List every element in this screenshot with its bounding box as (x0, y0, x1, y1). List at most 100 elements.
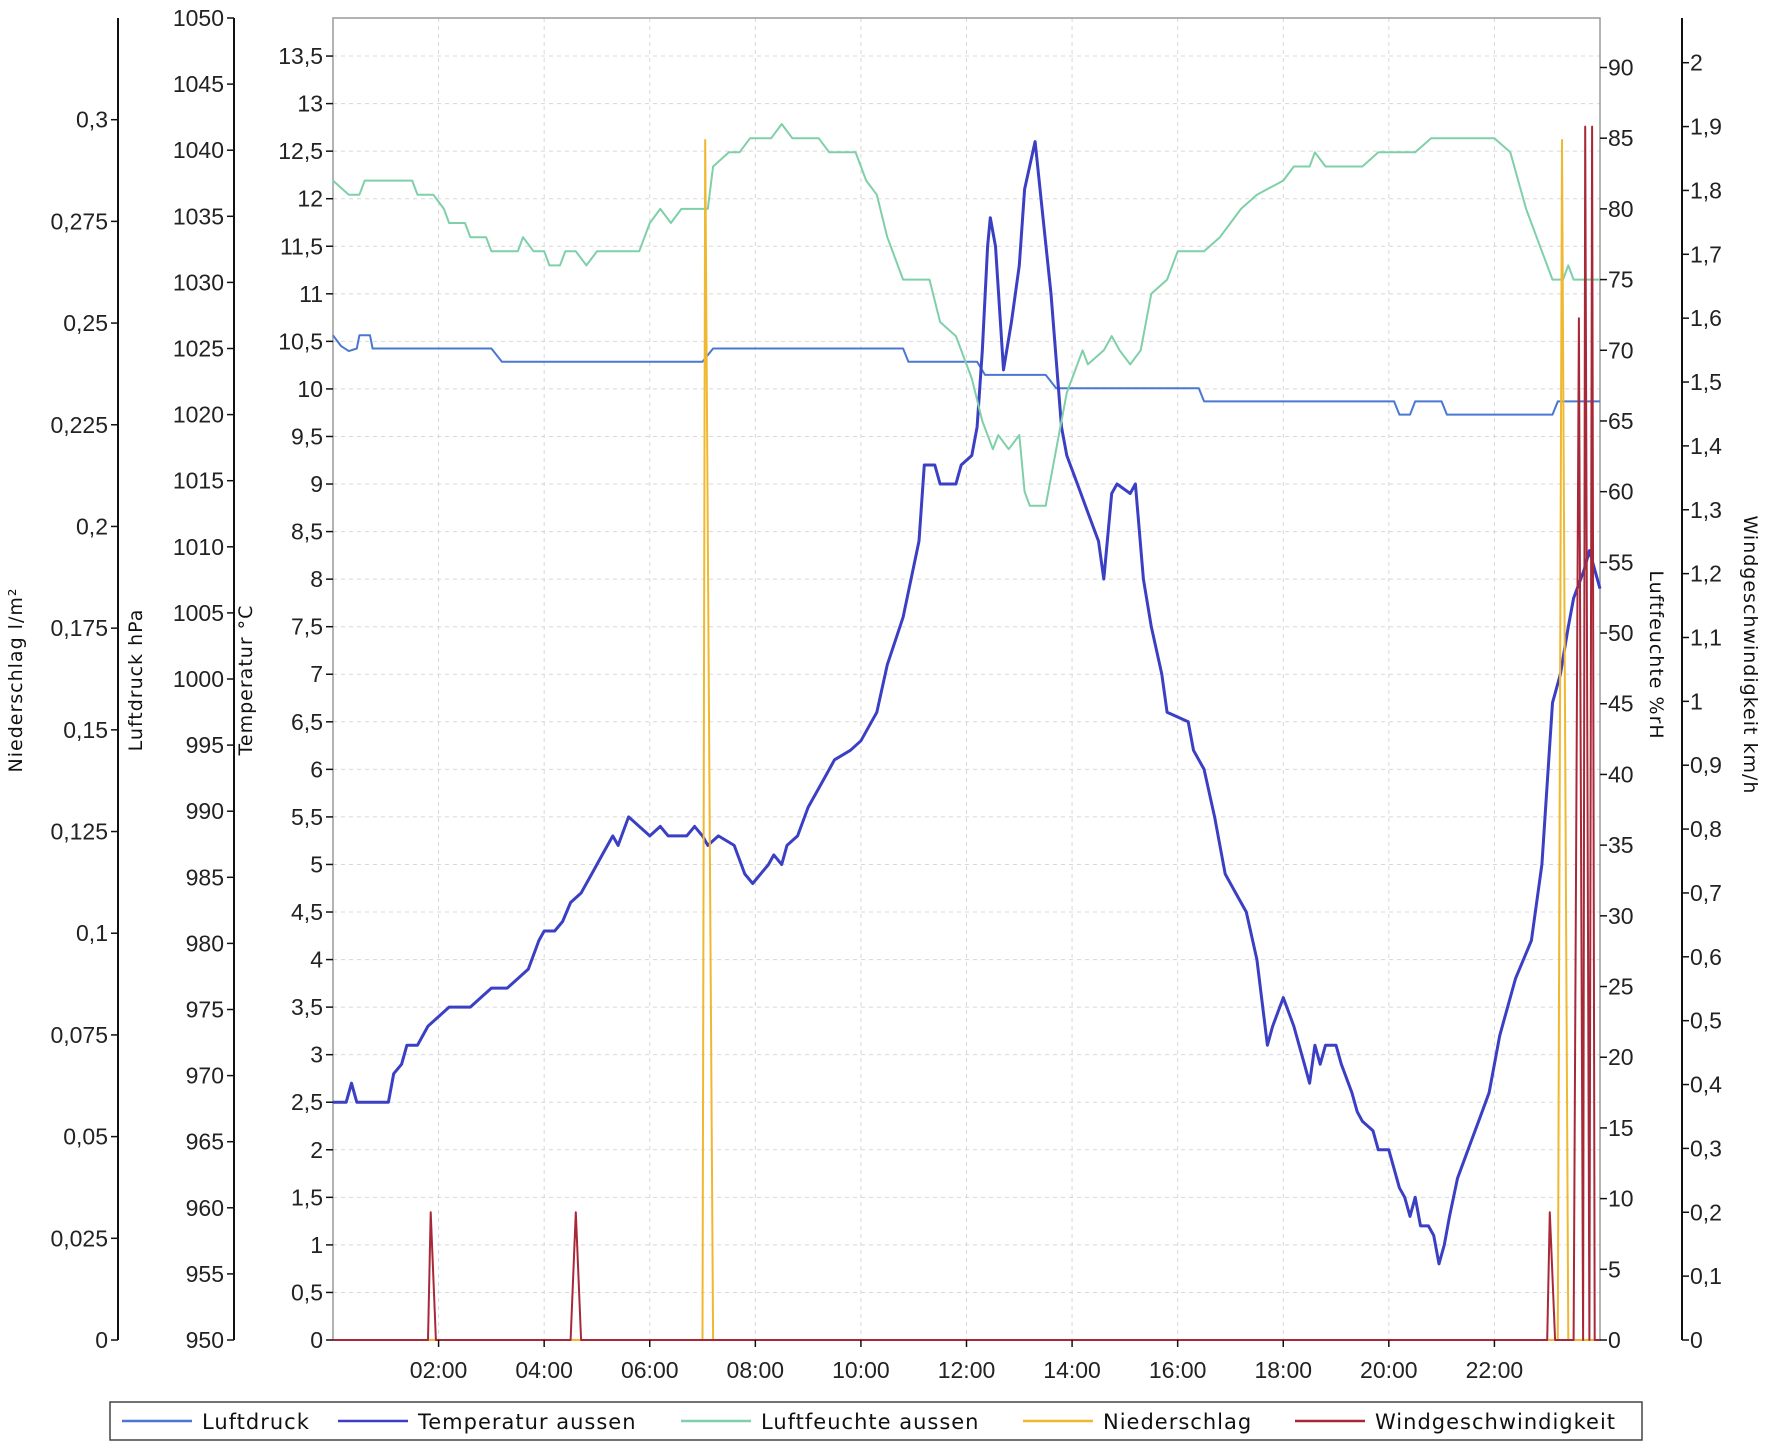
tick-label-wind: 1,9 (1690, 114, 1722, 140)
tick-label-wind: 1,6 (1690, 305, 1722, 331)
tick-label-temperatur: 4,5 (291, 899, 323, 925)
tick-label-temperatur: 5,5 (291, 804, 323, 830)
tick-label-temperatur: 6,5 (291, 709, 323, 735)
x-tick-label: 22:00 (1466, 1357, 1524, 1383)
tick-label-niederschlag: 0,15 (63, 717, 108, 743)
tick-label-luftdruck: 985 (186, 864, 224, 890)
tick-label-luftdruck: 1045 (173, 71, 224, 97)
legend-item-temperatur-aussen: Temperatur aussen (338, 1410, 637, 1434)
tick-label-niederschlag: 0,2 (76, 513, 108, 539)
tick-label-luftfeuchte: 75 (1608, 267, 1634, 293)
tick-label-wind: 0,3 (1690, 1135, 1722, 1161)
tick-label-luftfeuchte: 85 (1608, 125, 1634, 151)
axis-luftdruck: 950 955 960 965 970 975 980 985 990 995 1000 1005 10… (125, 5, 235, 1353)
tick-label-temperatur: 2,5 (291, 1089, 323, 1115)
tick-label-luftfeuchte: 90 (1608, 54, 1634, 80)
tick-label-luftdruck: 995 (186, 732, 224, 758)
legend-label: Windgeschwindigkeit (1375, 1410, 1616, 1434)
tick-label-wind: 1,2 (1690, 561, 1722, 587)
axis-wind: 0 0,1 0,2 0,3 0,4 0,5 0,6 0,7 0,8 0,9 1 1,1 1,2 1,3 1,… (1681, 18, 1761, 1353)
x-tick-label: 10:00 (832, 1357, 890, 1383)
tick-label-wind: 1,1 (1690, 624, 1722, 650)
tick-label-temperatur: 10,5 (278, 328, 323, 354)
tick-label-wind: 0,9 (1690, 752, 1722, 778)
legend-label: Luftfeuchte aussen (761, 1410, 980, 1434)
tick-label-wind: 1,3 (1690, 497, 1722, 523)
tick-label-temperatur: 2 (310, 1137, 323, 1163)
tick-label-niederschlag: 0,3 (76, 107, 108, 133)
tick-label-temperatur: 12,5 (278, 138, 323, 164)
tick-label-luftdruck: 1000 (173, 666, 224, 692)
tick-label-luftfeuchte: 60 (1608, 479, 1634, 505)
legend-item-luftdruck: Luftdruck (122, 1410, 309, 1434)
tick-label-temperatur: 10 (297, 376, 323, 402)
tick-label-niederschlag: 0,025 (50, 1225, 108, 1251)
tick-label-luftdruck: 960 (186, 1195, 224, 1221)
tick-label-luftdruck: 970 (186, 1063, 224, 1089)
tick-label-niederschlag: 0,1 (76, 920, 108, 946)
tick-label-wind: 0,6 (1690, 944, 1722, 970)
tick-label-luftfeuchte: 20 (1608, 1044, 1634, 1070)
tick-label-temperatur: 0 (310, 1327, 323, 1353)
legend-item-niederschlag: Niederschlag (1023, 1410, 1252, 1434)
x-tick-label: 12:00 (938, 1357, 996, 1383)
tick-label-wind: 1,8 (1690, 177, 1722, 203)
tick-label-luftdruck: 1030 (173, 269, 224, 295)
tick-label-luftdruck: 1050 (173, 5, 224, 31)
tick-label-wind: 0,5 (1690, 1008, 1722, 1034)
tick-label-temperatur: 7,5 (291, 614, 323, 640)
tick-label-niederschlag: 0 (95, 1327, 108, 1353)
tick-label-luftfeuchte: 35 (1608, 832, 1634, 858)
tick-label-wind: 0,1 (1690, 1263, 1722, 1289)
tick-label-luftfeuchte: 0 (1608, 1327, 1621, 1353)
tick-label-temperatur: 7 (310, 661, 323, 687)
series-line-windgeschwindigkeit (333, 125, 1600, 1341)
tick-label-luftfeuchte: 55 (1608, 549, 1634, 575)
x-tick-label: 06:00 (621, 1357, 679, 1383)
tick-label-temperatur: 8,5 (291, 519, 323, 545)
tick-label-luftfeuchte: 45 (1608, 691, 1634, 717)
axes-group: 00,0250,050,0750,10,1250,150,1750,20,225… (5, 5, 1761, 1353)
legend-item-luftfeuchte-aussen: Luftfeuchte aussen (681, 1410, 980, 1434)
tick-label-luftdruck: 955 (186, 1261, 224, 1287)
legend: Luftdruck Temperatur aussen Luftfeuchte au… (109, 1401, 1643, 1441)
tick-label-temperatur: 4 (310, 947, 323, 973)
tick-label-luftdruck: 975 (186, 997, 224, 1023)
tick-label-temperatur: 12 (297, 186, 323, 212)
tick-label-luftfeuchte: 30 (1608, 903, 1634, 929)
tick-label-luftfeuchte: 10 (1608, 1186, 1634, 1212)
tick-label-luftfeuchte: 15 (1608, 1115, 1634, 1141)
legend-item-windgeschwindigkeit: Windgeschwindigkeit (1295, 1410, 1616, 1434)
axis-label-wind: Windgeschwindigkeit km/h (1739, 516, 1761, 795)
legend-label: Temperatur aussen (417, 1410, 637, 1434)
tick-label-niederschlag: 0,05 (63, 1124, 108, 1150)
tick-label-temperatur: 11 (299, 281, 323, 307)
tick-label-temperatur: 3 (310, 1042, 323, 1068)
x-tick-label: 16:00 (1149, 1357, 1207, 1383)
tick-label-niederschlag: 0,275 (50, 208, 108, 234)
x-tick-label: 14:00 (1043, 1357, 1101, 1383)
tick-label-luftdruck: 965 (186, 1129, 224, 1155)
tick-label-luftdruck: 990 (186, 798, 224, 824)
tick-label-luftdruck: 1035 (173, 203, 224, 229)
tick-label-niederschlag: 0,25 (63, 310, 108, 336)
tick-label-wind: 0,4 (1690, 1072, 1722, 1098)
tick-label-luftfeuchte: 40 (1608, 761, 1634, 787)
series-group (332, 123, 1602, 1341)
legend-label: Niederschlag (1103, 1410, 1252, 1434)
tick-label-temperatur: 6 (310, 756, 323, 782)
axis-label-luftdruck: Luftdruck hPa (125, 609, 147, 752)
tick-label-temperatur: 0,5 (291, 1279, 323, 1305)
tick-label-luftdruck: 1015 (173, 468, 224, 494)
x-tick-label: 08:00 (727, 1357, 785, 1383)
tick-label-luftdruck: 1005 (173, 600, 224, 626)
tick-label-wind: 1,5 (1690, 369, 1722, 395)
tick-label-luftdruck: 1025 (173, 336, 224, 362)
tick-label-luftfeuchte: 50 (1608, 620, 1634, 646)
tick-label-niederschlag: 0,125 (50, 819, 108, 845)
tick-label-temperatur: 3,5 (291, 994, 323, 1020)
tick-label-wind: 1 (1690, 688, 1703, 714)
axis-luftfeuchte: 0 5 10 15 20 25 30 35 40 45 50 55 60 65 70 75 80 85 90 Luft… (1600, 54, 1667, 1353)
tick-label-temperatur: 1 (310, 1232, 323, 1258)
